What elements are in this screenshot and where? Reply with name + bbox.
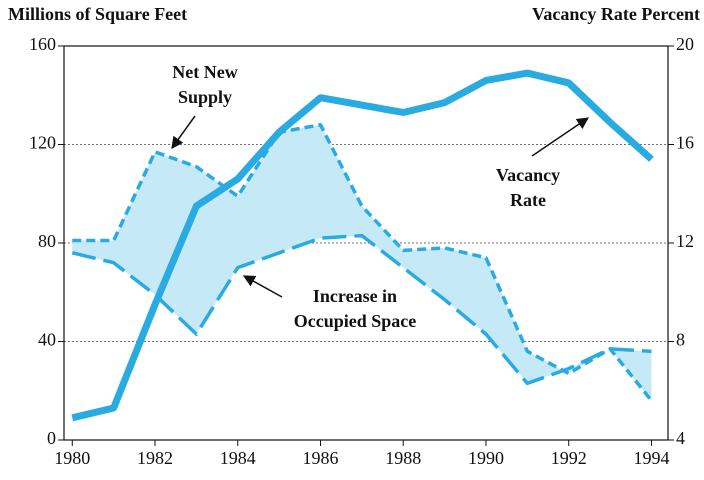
y2-tick-label: 16 [676, 133, 694, 153]
annotation: Supply [178, 87, 232, 107]
line-series [72, 123, 653, 402]
x-tick-label: 1990 [468, 448, 504, 468]
y-tick-label: 160 [29, 34, 56, 54]
annotation: Increase in [313, 286, 397, 306]
annotation: Vacancy [496, 165, 560, 185]
y-axis-label: Millions of Square Feet [8, 4, 187, 24]
x-tick-label: 1986 [302, 448, 338, 468]
arrow [171, 115, 196, 149]
y2-tick-label: 12 [676, 231, 694, 251]
y-tick-label: 80 [38, 231, 56, 251]
annotation: Rate [510, 190, 546, 210]
arrow [242, 275, 283, 298]
arrow [531, 117, 589, 157]
x-tick-label: 1980 [54, 448, 90, 468]
y2-tick-label: 8 [676, 330, 685, 350]
y-tick-label: 0 [47, 428, 56, 448]
x-tick-label: 1994 [633, 448, 669, 468]
line-series [71, 69, 654, 422]
line-series [71, 233, 652, 386]
annotation: Net New [172, 62, 237, 82]
annotation: Occupied Space [294, 311, 417, 331]
y2-tick-label: 20 [676, 34, 694, 54]
x-tick-label: 1982 [137, 448, 173, 468]
y-tick-label: 40 [38, 330, 56, 350]
x-tick-label: 1992 [551, 448, 587, 468]
x-tick-label: 1988 [385, 448, 421, 468]
y2-axis-label: Vacancy Rate Percent [532, 4, 700, 24]
shaded-area [72, 124, 652, 401]
y-tick-label: 120 [29, 133, 56, 153]
y2-tick-label: 4 [676, 428, 685, 448]
x-tick-label: 1984 [220, 448, 256, 468]
